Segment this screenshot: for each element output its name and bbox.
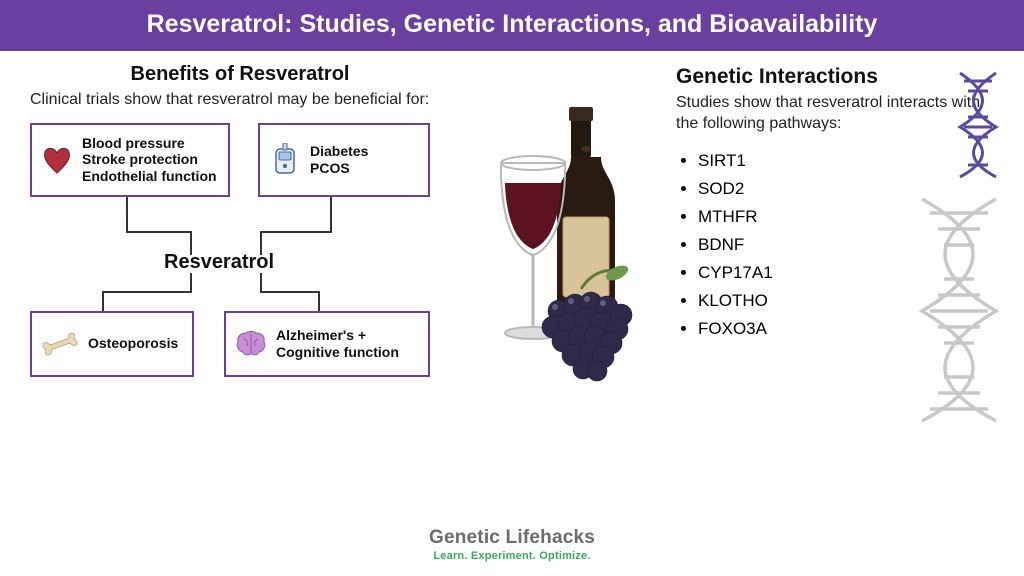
benefit-text: Diabetes PCOS	[310, 143, 368, 177]
connector	[330, 197, 332, 233]
center-illustration	[450, 63, 670, 423]
hub-label: Resveratrol	[164, 251, 274, 274]
benefit-box-bone: Osteoporosis	[30, 311, 194, 377]
page-title: Resveratrol: Studies, Genetic Interactio…	[0, 10, 1024, 39]
benefits-title: Benefits of Resveratrol	[30, 63, 450, 86]
benefit-box-brain: Alzheimer's + Cognitive function	[224, 311, 430, 377]
connector	[102, 291, 192, 293]
wine-grapes-icon	[453, 93, 668, 393]
connector	[126, 197, 128, 233]
dna-large-icon	[904, 193, 1014, 423]
connector	[102, 291, 104, 313]
benefits-subtitle: Clinical trials show that resveratrol ma…	[30, 90, 450, 111]
content-area: Benefits of Resveratrol Clinical trials …	[0, 51, 1024, 423]
brand-tagline: Learn. Experiment. Optimize.	[0, 550, 1024, 562]
brain-icon	[234, 329, 268, 359]
benefit-text: Blood pressure Stroke protection Endothe…	[82, 135, 217, 185]
benefits-diagram: Resveratrol Blood pressure Stroke protec…	[30, 123, 440, 423]
dna-small-icon	[950, 69, 1006, 179]
benefit-box-cardio: Blood pressure Stroke protection Endothe…	[30, 123, 230, 197]
benefit-box-metabolic: Diabetes PCOS	[258, 123, 430, 197]
heart-icon	[40, 144, 74, 176]
header-bar: Resveratrol: Studies, Genetic Interactio…	[0, 0, 1024, 51]
bone-icon	[40, 329, 80, 359]
benefit-text: Alzheimer's + Cognitive function	[276, 327, 399, 361]
connector	[190, 273, 192, 293]
benefits-section: Benefits of Resveratrol Clinical trials …	[30, 63, 450, 423]
footer-brand: Genetic Lifehacks Learn. Experiment. Opt…	[0, 527, 1024, 562]
connector	[260, 291, 320, 293]
brand-name: Genetic Lifehacks	[0, 527, 1024, 549]
connector	[260, 231, 332, 233]
connector	[126, 231, 192, 233]
genetics-section: Genetic Interactions Studies show that r…	[670, 63, 1000, 423]
connector	[260, 273, 262, 293]
connector	[318, 291, 320, 313]
glucometer-icon	[268, 143, 302, 177]
benefit-text: Osteoporosis	[88, 335, 178, 352]
